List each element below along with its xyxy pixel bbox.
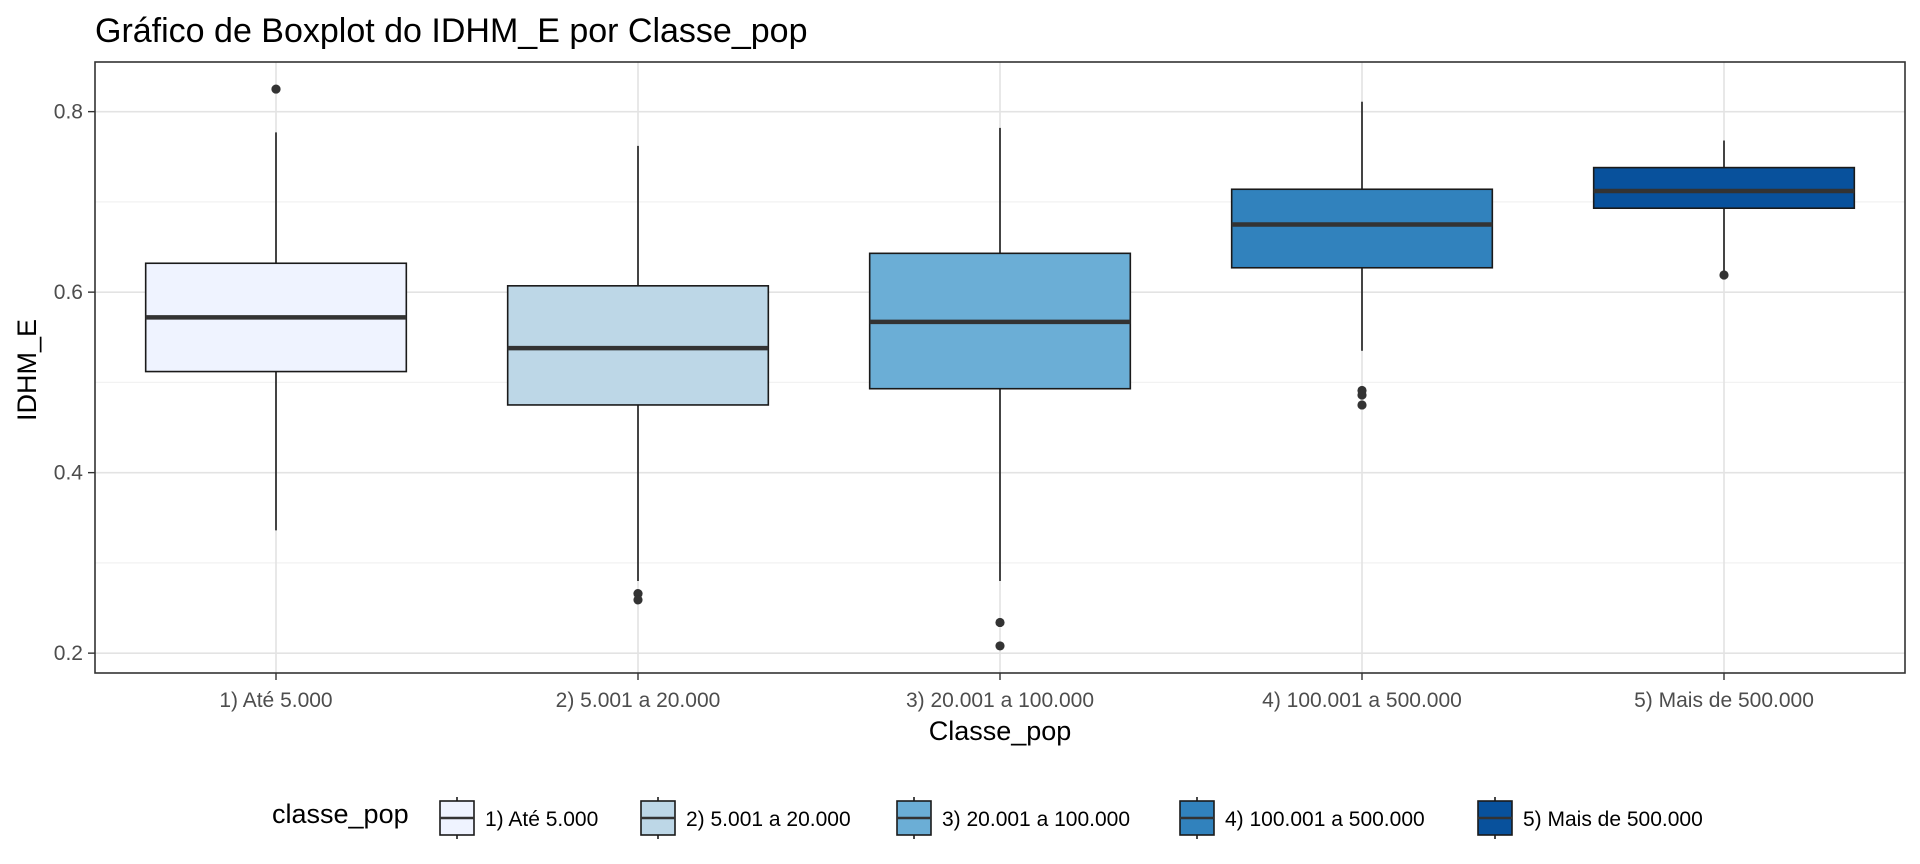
plot-border [94,61,1906,674]
outlier-point [995,641,1005,651]
y-axis-title: IDHM_E [12,319,42,421]
box-group [1592,140,1856,280]
y-tick-label: 0.6 [54,281,83,304]
legend-label: 3) 20.001 a 100.000 [942,808,1130,831]
x-tick-label: 1) Até 5.000 [219,689,332,712]
x-axis-title: Classe_pop [929,716,1072,746]
outlier-point [1719,270,1729,280]
box [1230,188,1494,269]
outlier-point [633,588,643,599]
plot-panel: 0.2 0.4 0.6 0.8 1) Até 5.000 2) 5.001 a 20.00… [54,61,1906,712]
chart-title: Gráfico de Boxplot do IDHM_E por Classe_… [95,12,807,50]
x-tick-label: 4) 100.001 a 500.000 [1262,689,1462,712]
y-tick-label: 0.4 [54,462,84,485]
outlier-point [633,595,643,605]
legend-label: 2) 5.001 a 20.000 [686,808,851,831]
outlier-point [1357,390,1367,400]
x-tick-label: 3) 20.001 a 100.000 [906,689,1094,712]
legend-label: 1) Até 5.000 [485,808,598,831]
box-group [144,84,408,531]
box [1592,166,1856,210]
box-group [1230,101,1494,410]
box-group [868,127,1132,651]
outlier-point [995,617,1005,628]
legend-label: 5) Mais de 500.000 [1523,808,1703,831]
legend-label: 4) 100.001 a 500.000 [1225,808,1425,831]
y-tick-label: 0.8 [54,101,83,124]
outlier-point [1357,400,1367,410]
legend-title: classe_pop [272,799,409,829]
legend: classe_pop 1) Até 5.000 2) 5.001 a 20.000… [272,797,1703,839]
y-tick-label: 0.2 [54,642,83,665]
x-tick-label: 5) Mais de 500.000 [1634,689,1814,712]
box-group [506,145,770,605]
x-tick-label: 2) 5.001 a 20.000 [556,689,721,712]
outlier-point [271,84,281,94]
box [506,285,770,406]
